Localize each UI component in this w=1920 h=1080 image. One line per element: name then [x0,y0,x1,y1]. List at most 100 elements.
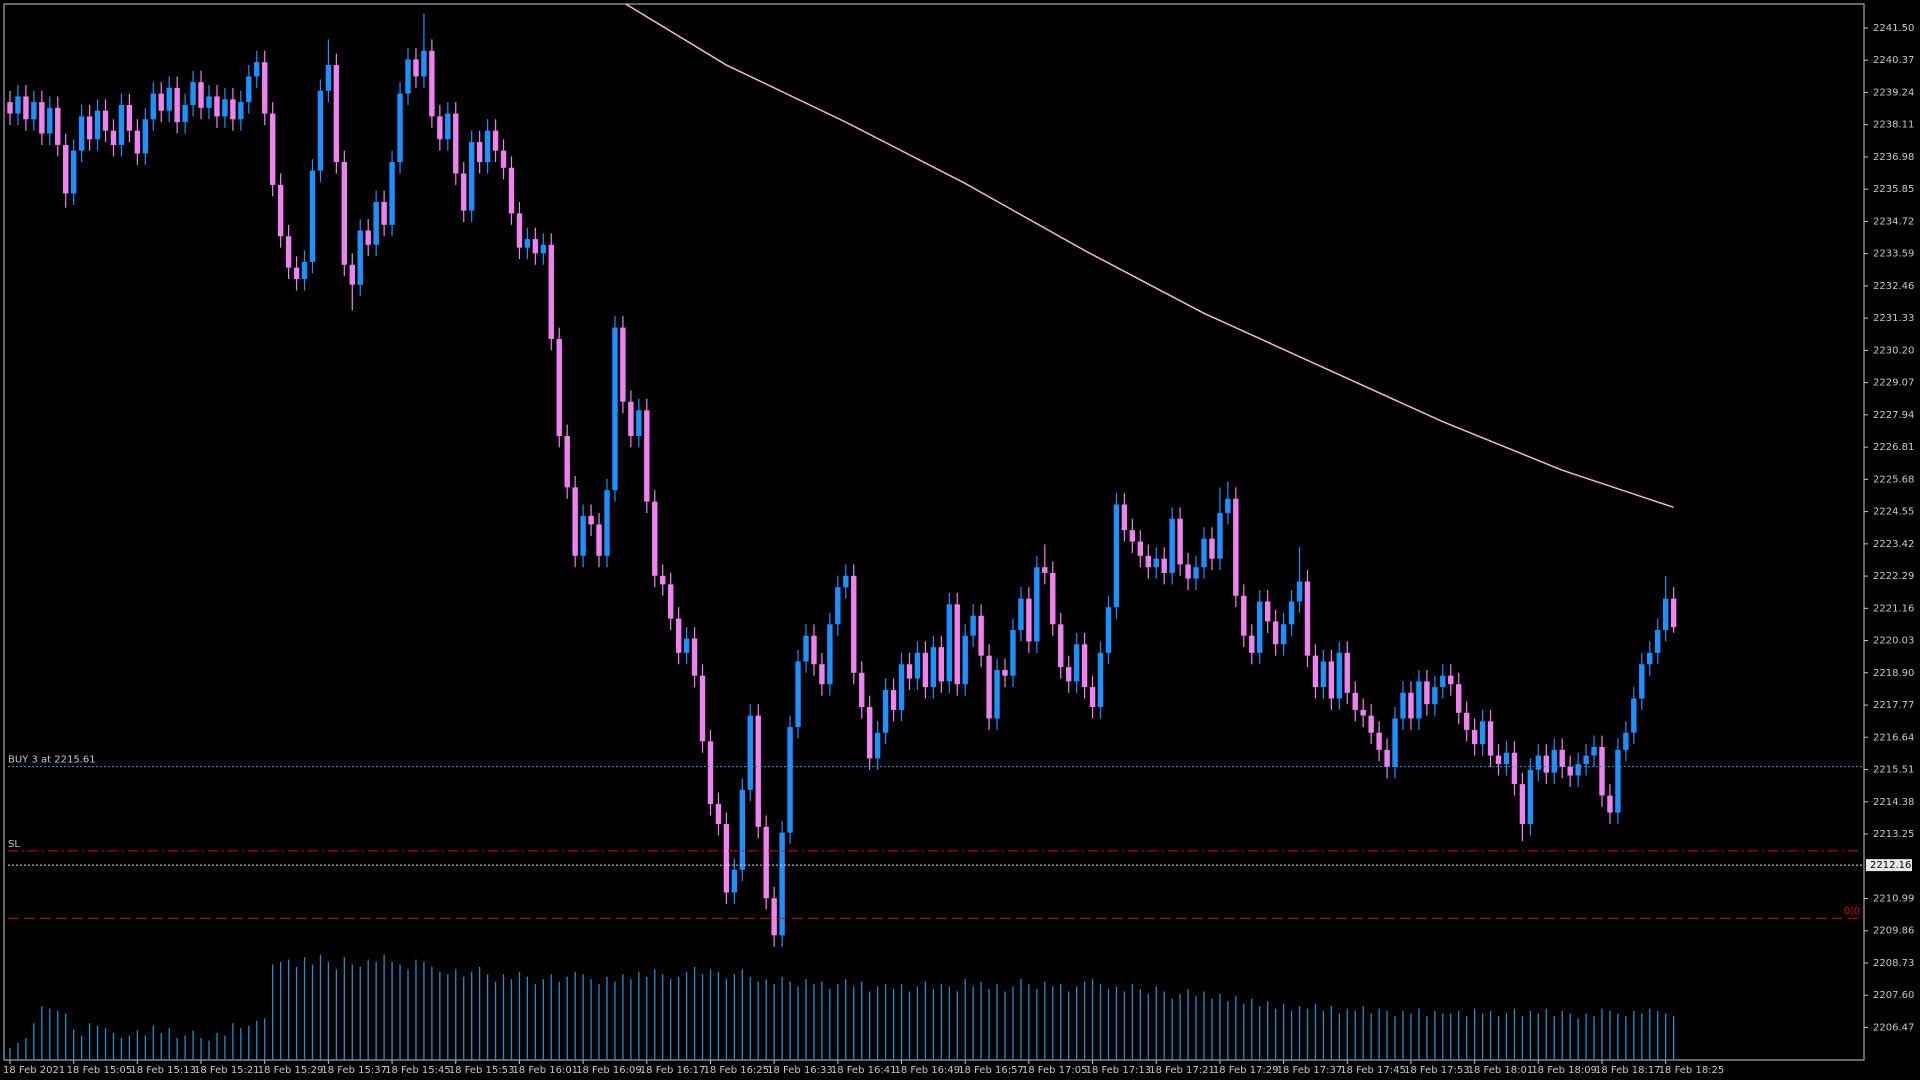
candle-body [293,267,300,280]
candle-body [1002,669,1008,676]
candle-body [1543,755,1549,773]
candle-body [206,96,212,108]
candle-body [1169,518,1175,573]
candle-body [1535,755,1542,770]
candle-body [707,741,714,805]
y-tick-label: 2208.73 [1873,958,1914,969]
y-tick-label: 2234.72 [1873,216,1914,227]
y-tick-label: 2225.68 [1873,474,1914,485]
moving-average [624,4,1674,509]
candle-body [421,50,427,77]
y-tick-label: 2239.24 [1873,87,1914,98]
candle-body [548,244,554,339]
candle-body [1487,721,1494,756]
x-tick-label: 18 Feb 18:17 [1595,1065,1661,1076]
x-tick-label: 18 Feb 16:09 [576,1065,642,1076]
candle-body [317,90,324,171]
candle-body [1495,755,1502,765]
candle-body [946,604,952,682]
candle-body [70,150,77,194]
x-tick-label: 18 Feb 17:29 [1213,1065,1279,1076]
y-tick-label: 2214.38 [1873,797,1914,808]
candle-body [898,664,905,710]
y-tick-label: 2231.33 [1873,313,1914,324]
candle-body [301,261,308,280]
candle-body [1217,513,1223,559]
candle-body [524,239,531,248]
candle-body [277,184,284,237]
x-tick-label: 18 Feb 18:01 [1468,1065,1534,1076]
x-tick-label: 18 Feb 15:53 [449,1065,515,1076]
candle-body [492,130,499,151]
candle-body [1527,769,1534,825]
candle-body [723,824,730,893]
price-label: 2212.16 [1870,860,1911,871]
candle-body [731,869,738,893]
candle-body [691,638,698,676]
candle-body [1280,624,1287,645]
candle-body [1647,652,1653,665]
x-tick-label: 18 Feb 17:13 [1086,1065,1152,1076]
candle-body [532,239,539,254]
x-tick-label: 18 Feb 17:45 [1340,1065,1406,1076]
plot-layer [7,4,1677,1060]
x-tick-label: 18 Feb 16:01 [512,1065,578,1076]
x-tick-label: 18 Feb 15:13 [130,1065,196,1076]
candle-body [580,515,586,556]
y-tick-label: 2224.55 [1873,507,1914,518]
candle-body [23,96,29,120]
y-tick-label: 2206.47 [1873,1022,1914,1033]
candle-body [397,93,403,163]
y-tick-label: 2210.99 [1873,894,1914,905]
candle-body [874,732,881,759]
candle-body [55,107,61,145]
candle-body [1145,555,1151,568]
y-tick-label: 2213.25 [1873,829,1914,840]
candle-body [755,715,761,827]
candle-body [1479,721,1486,745]
y-tick-label: 2227.94 [1873,410,1914,421]
candle-body [954,604,960,685]
candle-body [1352,692,1358,710]
candle-body [715,804,722,825]
candle-body [500,150,507,168]
candle-body [1177,518,1183,565]
candle-body [930,647,937,688]
candle-body [1097,652,1104,708]
candle-body [285,236,292,268]
candle-body [1320,661,1327,688]
candle-body [1225,498,1231,514]
candle-body [819,664,825,685]
candle-body [1519,784,1526,825]
candle-body [1026,598,1032,642]
candle-body [1137,541,1144,556]
candle-body [787,727,793,833]
candle-body [1456,684,1462,713]
candle-body [1081,644,1088,688]
x-tick-label: 18 Feb 15:37 [321,1065,387,1076]
candle-body [1050,572,1056,625]
candle-body [254,62,260,77]
candle-body [445,113,451,140]
candle-body [1113,504,1120,608]
x-tick-label: 18 Feb 16:33 [767,1065,833,1076]
candle-body [349,264,355,285]
candle-body [453,113,459,174]
candle-body [198,82,204,108]
candle-body [1416,681,1422,719]
candle-body [882,689,889,733]
y-tick-label: 2223.42 [1873,539,1914,550]
level-label: SL [8,839,20,850]
candle-body [1591,746,1597,756]
candle-body [779,832,785,936]
candle-body [373,202,379,245]
candle-body [890,689,897,710]
candle-body [1448,675,1454,685]
candle-body [572,487,578,556]
y-tick-label: 2233.59 [1873,249,1914,260]
candle-body [142,119,149,154]
candle-body [78,116,85,151]
candle-body [389,162,395,225]
candle-body [747,715,753,790]
candle-body [94,110,101,140]
